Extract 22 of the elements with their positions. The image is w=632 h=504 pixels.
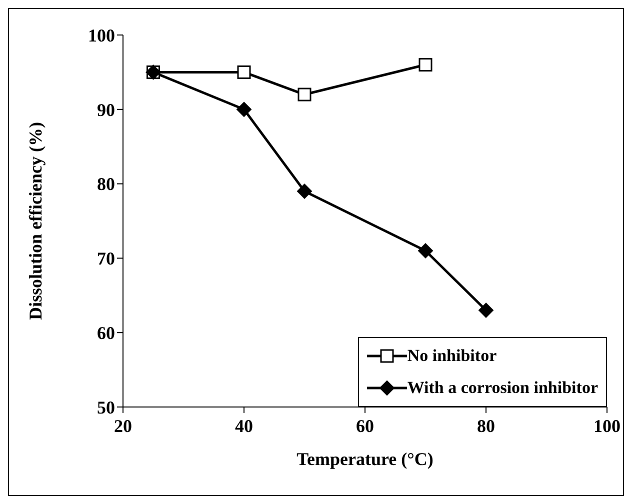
y-tick-label: 100 <box>88 25 115 46</box>
point <box>418 58 432 72</box>
x-tick-label: 40 <box>235 416 253 436</box>
x-axis-title: Temperature (°C) <box>296 449 434 469</box>
y-tick-label: 80 <box>97 174 115 194</box>
y-tick-label: 70 <box>97 248 115 269</box>
y-tick-label: 50 <box>97 397 115 418</box>
legend-label: With a corrosion inhibitor <box>407 378 598 398</box>
point <box>298 88 312 102</box>
y-tick-label: 60 <box>97 322 115 343</box>
x-tick-label: 100 <box>594 416 620 436</box>
y-axis-title: Dissolution efficiency (%) <box>25 122 46 320</box>
point <box>478 302 494 318</box>
legend-label: No inhibitor <box>407 346 497 366</box>
point <box>236 102 252 117</box>
x-tick-label: 80 <box>477 416 495 436</box>
y-tick-label: 90 <box>97 100 115 120</box>
point <box>418 243 433 258</box>
point <box>237 65 251 79</box>
x-tick-label: 20 <box>114 416 132 436</box>
point <box>297 184 312 199</box>
x-tick-label: 60 <box>356 416 374 436</box>
